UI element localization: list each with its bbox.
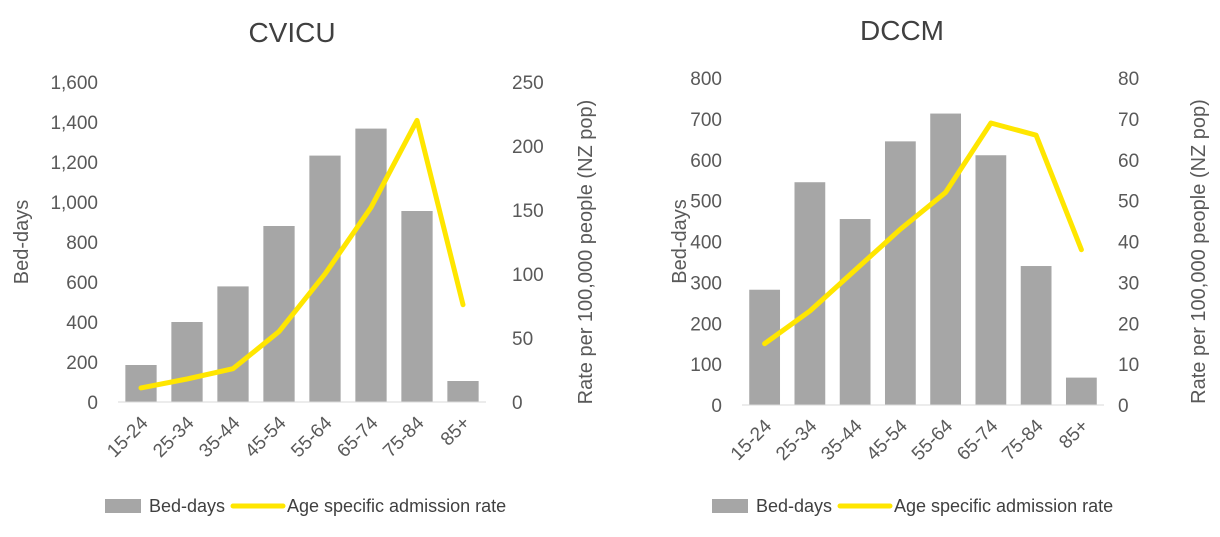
- chart-0: CVICU 0 200 400 600 800 1,000 1,200 1,400 1,600 0 5…: [11, 17, 597, 516]
- y-tick-label: 700: [690, 110, 722, 131]
- y-tick-label: 800: [66, 233, 98, 254]
- y2-tick-label: 0: [1118, 396, 1129, 417]
- x-tick-label: 45-54: [863, 415, 913, 465]
- legend-bar-swatch: [712, 499, 748, 513]
- y-tick-label: 0: [711, 396, 722, 417]
- y2-tick-label: 0: [512, 393, 523, 414]
- y-tick-label: 1,000: [50, 193, 98, 214]
- y-axis-label: Bed-days: [669, 199, 691, 284]
- x-tick-label: 45-54: [241, 412, 291, 462]
- bar: [794, 182, 826, 405]
- bar: [263, 226, 295, 402]
- y-tick-label: 0: [87, 393, 98, 414]
- y2-tick-label: 250: [512, 73, 544, 94]
- y2-axis-label: Rate per 100,000 people (NZ pop): [575, 100, 597, 405]
- bar: [749, 289, 781, 405]
- y-tick-label: 1,600: [50, 73, 98, 94]
- x-tick-label: 35-44: [817, 415, 867, 465]
- y-tick-label: 100: [690, 355, 722, 376]
- y-tick-label: 600: [66, 273, 98, 294]
- y2-tick-label: 60: [1118, 151, 1139, 172]
- y-axis-label: Bed-days: [11, 200, 33, 285]
- bar: [309, 155, 341, 402]
- chart-1: DCCM 0 100 200 300 400 500 600 700 800 0 10 20 30 40 50…: [669, 15, 1210, 516]
- chart-title: CVICU: [248, 17, 335, 48]
- x-tick-label: 85+: [1055, 416, 1093, 454]
- x-tick-label: 55-64: [908, 415, 958, 465]
- bar: [217, 286, 249, 402]
- y2-tick-label: 80: [1118, 69, 1139, 90]
- y-tick-label: 600: [690, 151, 722, 172]
- bar: [447, 381, 479, 402]
- y-tick-label: 400: [690, 233, 722, 254]
- y-tick-label: 800: [690, 69, 722, 90]
- x-tick-label: 75-84: [379, 412, 429, 462]
- x-tick-label: 55-64: [287, 412, 337, 462]
- chart-title: DCCM: [860, 15, 944, 46]
- legend-line-label: Age specific admission rate: [894, 496, 1113, 516]
- bar: [884, 141, 916, 405]
- y2-axis-label: Rate per 100,000 people (NZ pop): [1188, 99, 1210, 404]
- y-tick-label: 200: [690, 314, 722, 335]
- bar: [171, 322, 203, 402]
- x-tick-label: 25-34: [772, 415, 822, 465]
- bar: [930, 113, 962, 405]
- x-tick-label: 65-74: [953, 415, 1003, 465]
- y2-tick-label: 70: [1118, 110, 1139, 131]
- x-tick-label: 15-24: [103, 412, 153, 462]
- y-tick-label: 1,400: [50, 113, 98, 134]
- x-tick-label: 65-74: [333, 412, 383, 462]
- y2-tick-label: 100: [512, 265, 544, 286]
- y2-tick-label: 200: [512, 137, 544, 158]
- bar: [975, 155, 1007, 405]
- series-line: [138, 117, 466, 391]
- series-line: [762, 120, 1084, 347]
- bar: [839, 219, 871, 405]
- bar: [401, 211, 433, 402]
- x-tick-label: 35-44: [195, 412, 245, 462]
- y-tick-label: 1,200: [50, 153, 98, 174]
- y-tick-label: 300: [690, 273, 722, 294]
- legend-bar-swatch: [105, 499, 141, 513]
- x-tick-label: 85+: [437, 413, 475, 451]
- legend-bar-label: Bed-days: [756, 496, 832, 516]
- y2-tick-label: 20: [1118, 314, 1139, 335]
- x-tick-label: 25-34: [149, 412, 199, 462]
- y2-tick-label: 30: [1118, 273, 1139, 294]
- x-tick-label: 75-84: [998, 415, 1048, 465]
- y-tick-label: 200: [66, 353, 98, 374]
- y2-tick-label: 50: [1118, 192, 1139, 213]
- y2-tick-label: 50: [512, 329, 533, 350]
- bar: [355, 128, 387, 402]
- legend-line-label: Age specific admission rate: [287, 496, 506, 516]
- bar: [1065, 377, 1097, 405]
- y-tick-label: 400: [66, 313, 98, 334]
- y2-tick-label: 150: [512, 201, 544, 222]
- x-tick-label: 15-24: [727, 415, 777, 465]
- y-tick-label: 500: [690, 192, 722, 213]
- y2-tick-label: 40: [1118, 233, 1139, 254]
- bar: [1020, 266, 1052, 405]
- legend-bar-label: Bed-days: [149, 496, 225, 516]
- y2-tick-label: 10: [1118, 355, 1139, 376]
